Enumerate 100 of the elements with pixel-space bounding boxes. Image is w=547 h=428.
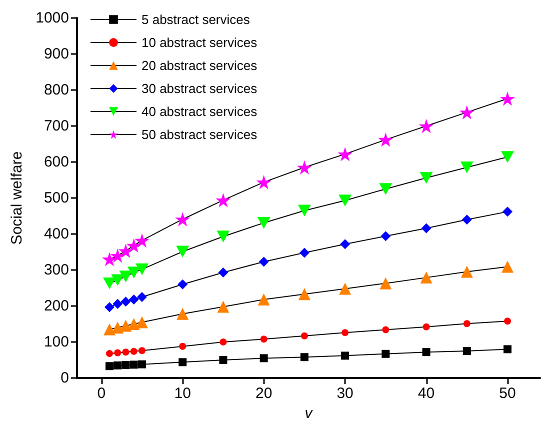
point: [462, 214, 472, 225]
point: [178, 358, 187, 366]
point: [135, 263, 148, 276]
point: [500, 92, 516, 106]
point: [219, 356, 228, 364]
point: [138, 347, 146, 354]
point: [382, 350, 390, 358]
x-tick-label: 10: [174, 385, 191, 402]
y-tick-label: 100: [44, 334, 69, 350]
y-tick-label: 400: [44, 226, 69, 242]
point: [340, 239, 350, 250]
point: [338, 194, 352, 206]
point: [298, 204, 311, 216]
point: [341, 352, 350, 360]
point: [420, 272, 432, 284]
point: [339, 282, 352, 295]
point: [130, 348, 138, 355]
point: [111, 274, 124, 286]
y-tick-label: 500: [44, 190, 69, 206]
y-tick-label: 200: [44, 298, 69, 314]
point: [257, 216, 270, 229]
point: [258, 256, 269, 267]
point: [127, 266, 140, 278]
point: [338, 146, 353, 162]
point: [112, 322, 124, 334]
point: [128, 294, 139, 305]
point: [460, 162, 474, 174]
point: [105, 362, 114, 370]
point: [421, 223, 432, 234]
point: [103, 323, 116, 336]
point: [102, 252, 117, 266]
legend-label: 10 abstract services: [142, 35, 258, 50]
point: [463, 320, 470, 328]
point: [260, 354, 268, 362]
y-tick-label: 300: [44, 262, 69, 278]
point: [504, 318, 512, 325]
point: [104, 302, 114, 312]
point: [422, 323, 430, 330]
point: [502, 260, 514, 273]
point: [178, 279, 188, 290]
point: [378, 132, 394, 147]
point: [217, 300, 230, 313]
point: [422, 348, 430, 356]
point: [382, 326, 390, 334]
y-axis-title: Social welfare: [8, 151, 26, 245]
x-tick-label: 0: [97, 385, 106, 402]
legend-label: 30 abstract services: [142, 81, 258, 96]
point: [380, 277, 392, 290]
legend-label: 50 abstract services: [142, 127, 258, 142]
x-tick-label: 40: [418, 385, 435, 402]
x-tick-label: 30: [336, 385, 354, 402]
point: [462, 347, 471, 355]
point: [460, 266, 473, 278]
point: [120, 320, 132, 332]
point: [128, 318, 140, 330]
point: [256, 175, 272, 190]
point: [122, 361, 130, 370]
point: [106, 350, 113, 358]
point: [300, 353, 308, 362]
point: [502, 206, 513, 217]
point: [504, 345, 512, 354]
y-tick-label: 700: [44, 118, 69, 134]
point: [298, 288, 310, 300]
legend-label: 5 abstract services: [142, 12, 250, 27]
x-tick-label: 20: [255, 385, 272, 402]
point: [420, 172, 433, 184]
x-axis-title: v: [304, 404, 314, 422]
point: [216, 193, 231, 208]
point: [296, 160, 312, 175]
point: [216, 230, 230, 242]
point: [418, 118, 434, 134]
x-tick-label: 50: [499, 385, 516, 402]
point: [176, 308, 189, 320]
point: [258, 294, 270, 306]
point: [501, 151, 514, 163]
point: [112, 298, 123, 309]
point: [300, 332, 308, 340]
point: [136, 292, 147, 302]
y-tick-label: 1000: [36, 10, 69, 26]
point: [122, 348, 130, 356]
point: [459, 105, 474, 120]
point: [138, 360, 146, 368]
point: [260, 336, 268, 343]
point: [120, 296, 131, 307]
y-tick-label: 800: [44, 82, 69, 98]
point: [102, 277, 116, 290]
y-tick-label: 900: [44, 46, 69, 62]
legend-label: 20 abstract services: [142, 58, 258, 73]
point: [130, 360, 138, 369]
y-tick-label: 0: [60, 370, 69, 386]
point: [220, 338, 227, 346]
point: [342, 329, 349, 336]
point: [299, 248, 310, 258]
point: [179, 342, 186, 350]
point: [176, 246, 190, 258]
point: [380, 231, 391, 242]
point: [175, 212, 190, 226]
point: [114, 349, 122, 356]
y-tick-label: 600: [44, 154, 69, 170]
point: [134, 233, 150, 248]
